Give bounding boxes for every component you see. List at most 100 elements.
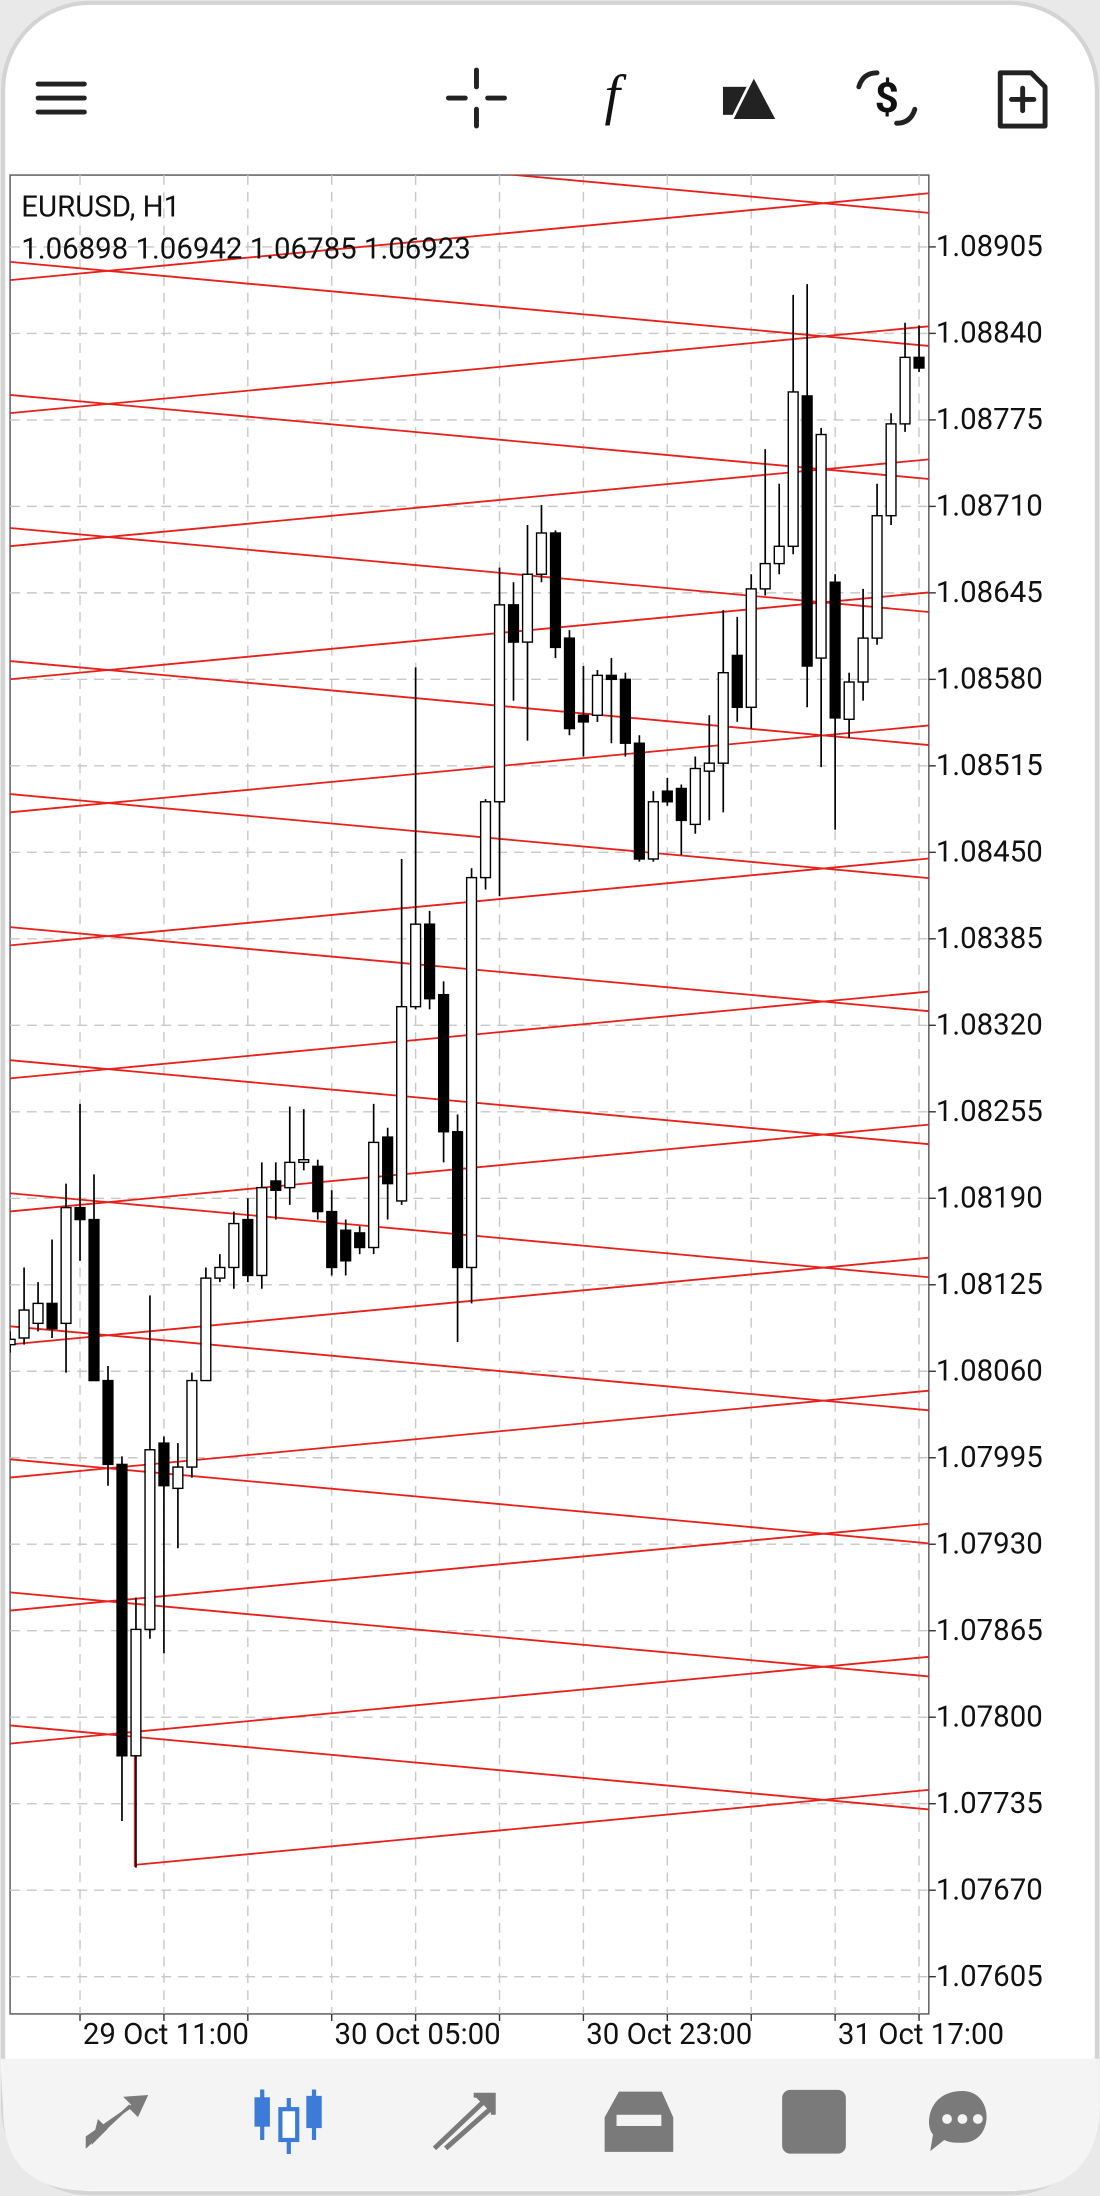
candle-body [871, 514, 883, 639]
y-tick-label: 1.08385 [936, 922, 1043, 956]
crosshair-button[interactable] [446, 67, 507, 129]
menu-button[interactable] [35, 81, 87, 115]
x-tick-label: 29 Oct 11:00 [83, 2018, 249, 2052]
candle-body [731, 654, 743, 708]
y-tick-label: 1.08710 [936, 490, 1043, 524]
candle-body [102, 1379, 114, 1466]
symbol-button[interactable]: $ [856, 70, 918, 126]
candle-body [144, 1449, 156, 1631]
y-tick-label: 1.08840 [936, 317, 1043, 351]
objects-button[interactable] [722, 72, 780, 122]
trend-line [134, 1788, 929, 1866]
candle-body [437, 994, 450, 1133]
new-order-button[interactable] [997, 70, 1048, 129]
trend-line [10, 724, 929, 814]
quotes-tab[interactable] [85, 2094, 149, 2149]
candle-body [368, 1141, 380, 1249]
candle-body [745, 588, 757, 708]
candle-body [857, 637, 869, 683]
trend-line [10, 394, 929, 480]
candle-body [60, 1206, 72, 1325]
candle-body [619, 678, 631, 744]
x-tick-label: 31 Oct 17:00 [838, 2018, 1004, 2052]
y-tick-label: 1.08515 [936, 749, 1043, 783]
y-tick-label: 1.08450 [936, 835, 1043, 869]
trend-line [10, 591, 929, 681]
trend-line [10, 660, 929, 746]
news-tab[interactable] [782, 2089, 846, 2154]
candle-body [32, 1302, 44, 1325]
trend-line [10, 793, 929, 880]
y-tick-label: 1.07605 [936, 1960, 1043, 1994]
trend-line [10, 1655, 929, 1745]
y-tick-label: 1.08775 [936, 403, 1043, 437]
y-tick-label: 1.08645 [936, 576, 1043, 610]
candle-body [410, 923, 422, 1008]
y-tick-label: 1.08125 [936, 1268, 1043, 1302]
top-toolbar: f $ [35, 65, 1048, 129]
y-tick-label: 1.07930 [936, 1527, 1043, 1561]
trend-line [10, 192, 929, 282]
y-tick-label: 1.08255 [936, 1095, 1043, 1129]
trade-tab[interactable] [432, 2092, 496, 2151]
y-tick-label: 1.07670 [936, 1873, 1043, 1907]
y-tick-label: 1.08060 [936, 1354, 1043, 1388]
candle-body [312, 1165, 324, 1213]
candle-body [661, 790, 673, 803]
candle-body [899, 356, 911, 425]
y-tick-label: 1.07800 [936, 1700, 1043, 1734]
symbol-label: EURUSD, H1 [21, 190, 180, 224]
candle-body [158, 1442, 170, 1487]
x-tick-label: 30 Oct 23:00 [586, 2018, 752, 2052]
bottom-nav [0, 2058, 1100, 2191]
y-tick-label: 1.08320 [936, 1008, 1043, 1042]
history-tab[interactable] [604, 2091, 674, 2152]
candle-body [396, 1005, 408, 1202]
candle-body [382, 1136, 394, 1185]
trend-line [10, 1325, 929, 1412]
candle-body [521, 573, 534, 643]
candle-body [326, 1210, 338, 1269]
candle-body [130, 1628, 142, 1757]
trend-line [10, 325, 929, 415]
chart-tab[interactable] [254, 2089, 322, 2154]
candle-body [675, 787, 687, 822]
candle-body [787, 391, 799, 547]
candle-body [535, 532, 548, 575]
chat-tab[interactable] [929, 2090, 987, 2152]
candle-body [717, 672, 729, 764]
candles [10, 284, 925, 1868]
candle-body [815, 433, 827, 659]
candle-body [759, 562, 771, 590]
candle-body [563, 637, 576, 730]
candle-body [172, 1466, 184, 1490]
candle-body [424, 923, 436, 1000]
candle-body [647, 801, 659, 860]
candle-body [465, 876, 478, 1269]
trend-line [10, 1724, 929, 1811]
candle-body [689, 767, 701, 826]
svg-text:$: $ [875, 74, 899, 123]
candle-body [284, 1161, 296, 1189]
candle-body [493, 604, 506, 803]
candle-body [843, 681, 855, 720]
candle-body [577, 714, 590, 723]
candle-body [270, 1180, 282, 1192]
candle-body [885, 423, 897, 517]
candle-body [200, 1277, 212, 1382]
candle-body [186, 1379, 198, 1468]
candle-body [591, 674, 604, 716]
ohlc-label: 1.06898 1.06942 1.06785 1.06923 [21, 232, 471, 266]
candle-body [549, 532, 562, 649]
y-tick-label: 1.07865 [936, 1614, 1043, 1648]
y-tick-label: 1.07995 [936, 1441, 1043, 1475]
grid [10, 175, 929, 2014]
candle-body [801, 395, 813, 667]
candle-body [242, 1218, 254, 1277]
candle-body [913, 356, 925, 369]
candle-body [340, 1229, 352, 1262]
candle-body [633, 742, 645, 860]
